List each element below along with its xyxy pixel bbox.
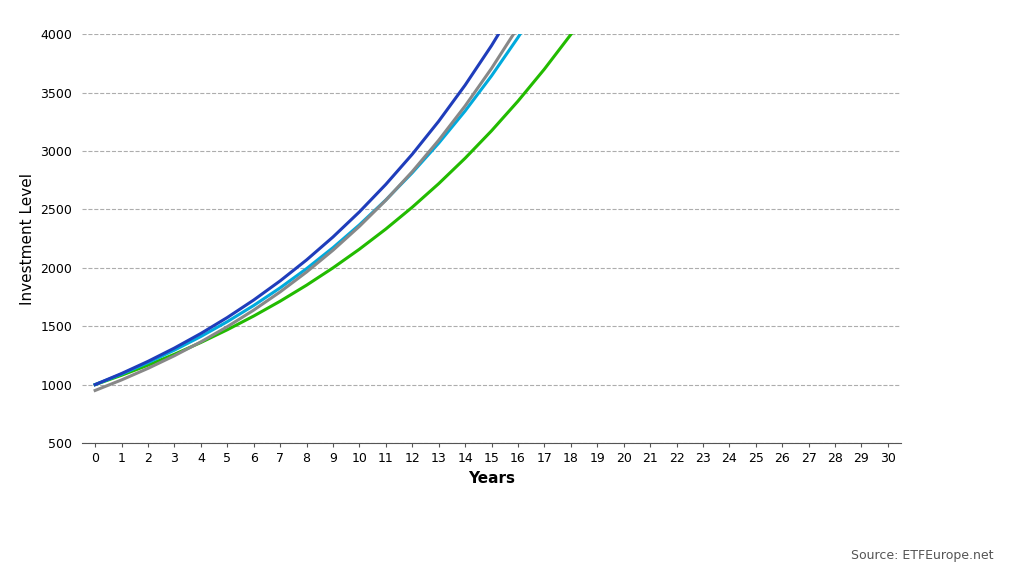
Text: Source: ETFEurope.net: Source: ETFEurope.net [851,549,993,562]
Y-axis label: Investment Level: Investment Level [19,173,35,304]
Legend: 0.5% Annual Fees, 1% Annual Fees, 2% Annual Fees, 0.5% Annual Fees with 5% Initi: 0.5% Annual Fees, 1% Annual Fees, 2% Ann… [89,565,629,568]
X-axis label: Years: Years [468,471,515,486]
